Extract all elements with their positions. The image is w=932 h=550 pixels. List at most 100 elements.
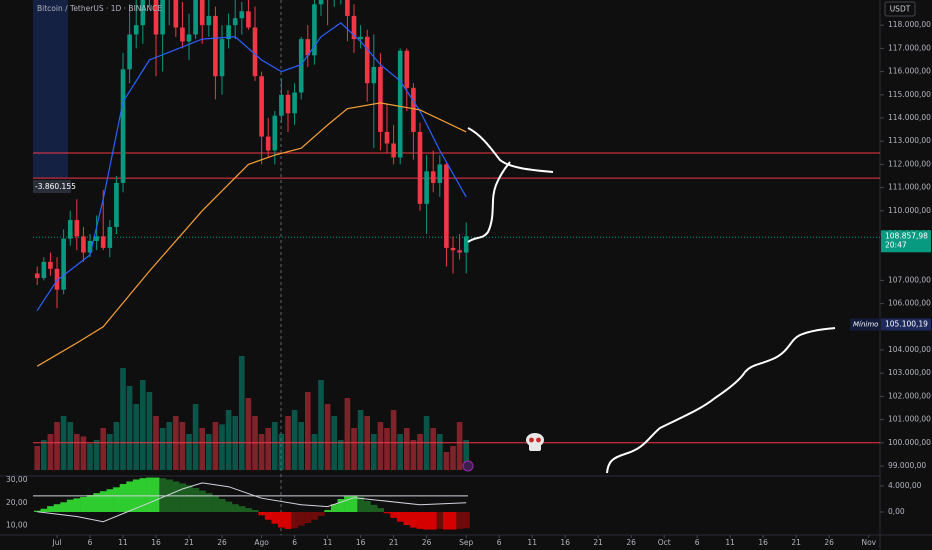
candle-body [345,0,350,16]
projection-drawing [467,127,554,173]
candle-body [186,34,192,42]
candle-body [74,220,80,237]
momentum-bar [99,491,107,513]
momentum-bar [66,499,74,513]
momentum-bar [317,512,325,516]
momentum-bar [159,478,167,513]
momentum-bar [324,510,332,513]
momentum-bar [443,512,451,530]
volume-bar [54,422,60,470]
volume-bar [192,404,199,470]
volume-bar [344,398,351,470]
volume-bar [397,434,404,470]
volume-bar [456,422,463,470]
momentum-bar [106,489,114,513]
y-tick-label: 114.000,00 [888,113,931,122]
candle-body [34,273,40,279]
volume-bar [159,428,166,470]
moving-average [36,102,467,367]
momentum-bar [456,512,464,529]
momentum-bar [185,485,193,513]
momentum-bar [218,498,226,513]
volume-bar [146,392,153,470]
y-tick-label: 111.000,00 [888,183,931,192]
momentum-bar [284,512,292,529]
x-tick-label: 21 [791,538,801,547]
y-tick-label: 118.000,00 [888,20,931,29]
momentum-bar [245,508,253,513]
volume-bar [74,434,80,470]
range-highlight [33,0,68,178]
x-tick-label: 16 [758,538,768,547]
adx-line [37,482,467,523]
min-name-box [850,318,880,331]
candle-body [133,25,139,35]
volume-bar [430,428,437,470]
y-tick-label: 99.000,00 [888,461,926,470]
volume-bar [87,443,93,470]
candle-body [94,236,99,241]
volume-bar [239,356,245,470]
volume-bar [120,368,126,470]
chart-title: Bitcoin / TetherUS · 1D · BINANCE [37,4,162,13]
event-icon[interactable] [462,460,474,472]
volume-bar [126,386,133,470]
momentum-bar [271,512,279,524]
candle-body [252,27,258,77]
volume-bar [113,422,120,470]
momentum-bar [291,512,299,529]
x-tick-label: 26 [217,538,227,547]
y-tick-label: 110.000,00 [888,206,931,215]
momentum-bar [403,512,411,526]
x-tick-label: 6 [695,538,700,547]
volume-bar [318,380,324,470]
momentum-bar [139,478,147,513]
momentum-bar [462,512,470,529]
y-tick-label: 116.000,00 [888,67,931,76]
projection-drawing [467,161,511,243]
volume-bar [272,422,278,470]
adx-tick-label: 10,00 [6,521,28,530]
volume-bar [41,440,47,470]
candle-body [411,87,416,132]
momentum-bar [205,493,213,513]
volume-bar [212,422,219,470]
momentum-bar [126,481,134,513]
y-tick-label: 117.000,00 [888,43,931,52]
momentum-bar [146,477,154,513]
candle-body [298,39,304,93]
volume-bar [403,428,410,470]
momentum-bar [47,506,55,513]
countdown: 20:47 [885,240,907,249]
candle-body [450,247,456,251]
candle-body [417,131,423,204]
y-tick-label: 104.000,00 [888,345,931,354]
momentum-bar [73,498,81,513]
candle-body [81,236,86,253]
volume-bar [324,404,331,470]
momentum-bar [423,512,431,530]
momentum-bar [410,512,418,528]
candle-body [378,66,383,132]
momentum-bar [212,496,220,513]
candle-body [430,171,436,183]
projection-drawing [606,327,836,474]
x-tick-label: 26 [626,538,636,547]
momentum-bar [60,502,68,513]
x-tick-label: Ago [254,538,269,547]
candle-body [140,0,146,26]
y2-tick-label: 4.000,00 [888,481,922,490]
candle-body [114,182,119,228]
currency-box[interactable] [884,1,916,17]
volume-bar [384,428,390,470]
volume-bar [225,410,232,470]
candle-body [173,0,179,28]
x-tick-label: 16 [151,538,161,547]
x-tick-label: 11 [118,538,128,547]
candle-body [54,268,60,290]
volume-bar [219,424,225,470]
x-tick-label: 21 [593,538,603,547]
adx-tick-label: 30,00 [6,475,28,484]
momentum-bar [80,497,88,513]
volume-bar [47,434,54,470]
